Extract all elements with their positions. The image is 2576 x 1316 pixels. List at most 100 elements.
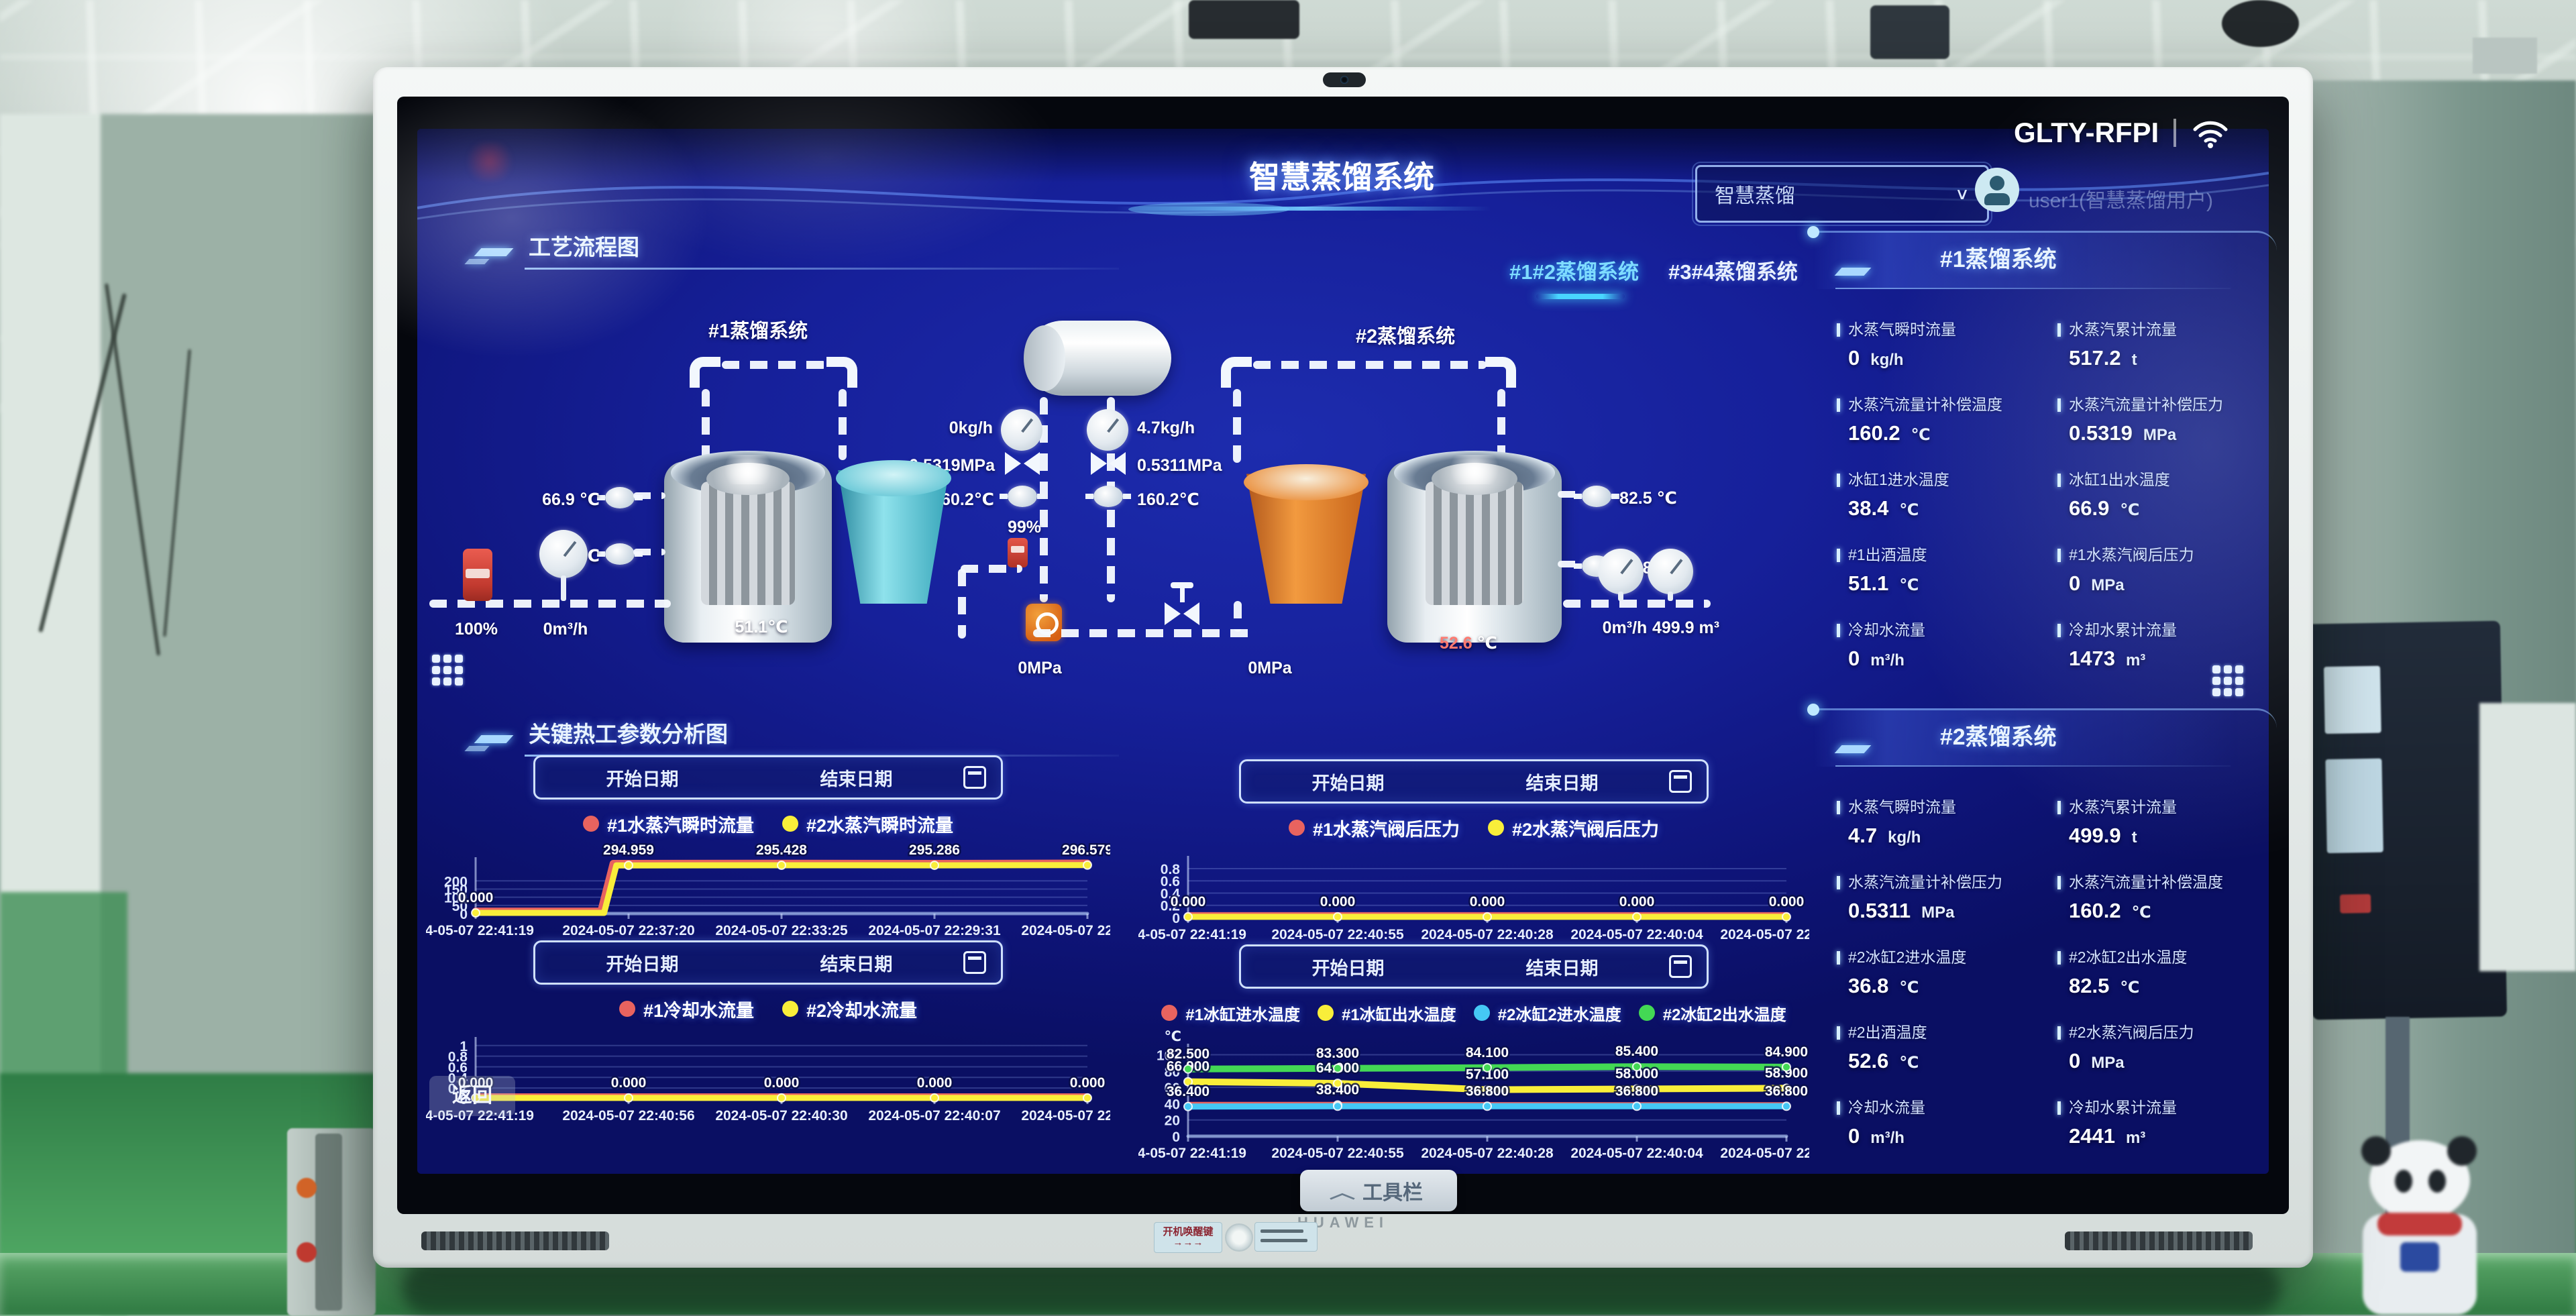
pressure-gauge-icon — [1001, 409, 1042, 451]
device-name: GLTY-RFPI — [2014, 117, 2159, 149]
pipe — [633, 549, 665, 555]
manual-valve-icon — [1161, 582, 1203, 636]
start-date-field[interactable]: 开始日期 — [1241, 769, 1455, 795]
pipe — [1253, 361, 1487, 369]
legend-item[interactable]: #1水蒸汽阀后压力 — [1289, 815, 1460, 841]
pipe — [958, 569, 966, 639]
svg-text:0.8: 0.8 — [1161, 862, 1181, 877]
date-range-picker[interactable]: 开始日期 结束日期 — [533, 755, 1003, 800]
valve-icon — [1005, 452, 1040, 475]
kiosk-display — [2306, 621, 2507, 1020]
legend-item[interactable]: #2冰缸2进水温度 — [1474, 1001, 1621, 1025]
end-date-field[interactable]: 结束日期 — [1455, 769, 1669, 795]
legend-item[interactable]: #2冰缸2出水温度 — [1639, 1001, 1786, 1025]
legend-item[interactable]: #1冰缸进水温度 — [1161, 1001, 1300, 1025]
notch-decoration — [464, 259, 489, 264]
gauge-stem — [1618, 592, 1623, 601]
tab-system-1-2[interactable]: #1#2蒸馏系统 — [1509, 255, 1639, 285]
tab-system-3-4[interactable]: #3#4蒸馏系统 — [1668, 255, 1798, 285]
back-button[interactable]: 返回 — [429, 1076, 515, 1116]
svg-text:2024-05-07 22:33:25: 2024-05-07 22:33:25 — [715, 923, 848, 938]
svg-text:2024-05-07 22:29:31: 2024-05-07 22:29:31 — [868, 923, 1001, 938]
date-range-picker[interactable]: 开始日期 结束日期 — [1239, 759, 1709, 804]
power-fingerprint-button[interactable] — [1225, 1223, 1253, 1252]
svg-text:0.000: 0.000 — [458, 890, 494, 906]
legend-item[interactable]: #1冰缸出水温度 — [1318, 1001, 1456, 1025]
pipe — [702, 389, 710, 461]
start-date-field[interactable]: 开始日期 — [535, 765, 749, 791]
svg-text:36.400: 36.400 — [1167, 1084, 1210, 1099]
start-date-field[interactable]: 开始日期 — [535, 950, 749, 976]
legend-dot-icon — [1474, 1005, 1490, 1021]
toolbar-button[interactable]: ︿ 工具栏 — [1300, 1170, 1457, 1211]
start-date-field[interactable]: 开始日期 — [1241, 954, 1455, 980]
section-title-flow: 工艺流程图 — [464, 224, 1199, 271]
sticker-text-line — [1260, 1239, 1307, 1242]
calendar-icon[interactable] — [963, 766, 986, 789]
camera-module — [1323, 72, 1366, 87]
metric-label: 水蒸气瞬时流量 — [1837, 794, 2039, 817]
tank2-pot-temp: 52.6 ℃ — [1440, 633, 1534, 653]
separator — [2174, 119, 2176, 147]
legend-item[interactable]: #1水蒸汽瞬时流量 — [583, 811, 754, 837]
dot-decoration — [1807, 226, 1819, 238]
feed-percent: 100% — [443, 620, 510, 639]
stand-knob — [297, 1242, 317, 1262]
legend-item[interactable]: #2水蒸汽瞬时流量 — [782, 811, 953, 837]
date-range-picker[interactable]: 开始日期 结束日期 — [533, 940, 1003, 985]
camera-lens-icon — [1340, 76, 1348, 84]
steam2-flow-value: 4.7kg/h — [1137, 419, 1231, 438]
svg-text:2024-05-07 22:39:40: 2024-05-07 22:39:40 — [1720, 927, 1809, 942]
active-tab-underline — [1536, 294, 1625, 299]
svg-text:296.579: 296.579 — [1062, 842, 1110, 858]
svg-text:℃: ℃ — [1165, 1029, 1181, 1044]
calendar-icon[interactable] — [1669, 770, 1692, 793]
mascot-scarf — [2377, 1213, 2462, 1236]
user-label: user1(智慧蒸馏用户) — [2029, 184, 2213, 213]
pipe — [1234, 601, 1242, 632]
mascot-eye — [2428, 1170, 2446, 1193]
end-date-field[interactable]: 结束日期 — [749, 765, 963, 791]
user-avatar[interactable] — [1975, 168, 2019, 212]
svg-text:0.000: 0.000 — [917, 1075, 953, 1091]
legend-item[interactable]: #2冷却水流量 — [782, 996, 917, 1022]
end-date-field[interactable]: 结束日期 — [1455, 954, 1669, 980]
metric-label: 水蒸汽流量计补偿温度 — [2057, 869, 2259, 892]
panel-title: #2蒸馏系统 — [1859, 710, 2137, 764]
svg-text:0.000: 0.000 — [611, 1075, 647, 1091]
pipe — [722, 361, 826, 369]
red-instrument-icon — [1008, 538, 1028, 567]
pipe — [1233, 389, 1241, 463]
svg-text:2024-05-07 22:40:55: 2024-05-07 22:40:55 — [1271, 1146, 1404, 1161]
valve-open-percent: 99% — [994, 518, 1055, 537]
metric-label: 水蒸气瞬时流量 — [1837, 317, 2039, 339]
system-select[interactable]: 智慧蒸馏 ∨ — [1695, 165, 1989, 223]
mascot-badge — [2400, 1242, 2439, 1272]
svg-text:0.000: 0.000 — [1769, 894, 1805, 910]
grid-menu-icon[interactable] — [432, 655, 463, 686]
legend-item[interactable]: #1冷却水流量 — [619, 996, 754, 1022]
calendar-icon[interactable] — [963, 951, 986, 974]
svg-text:2024-05-07 22:40:04: 2024-05-07 22:40:04 — [1570, 1146, 1703, 1161]
svg-text:82.500: 82.500 — [1167, 1046, 1210, 1062]
pipe-elbow — [690, 357, 720, 388]
date-range-picker[interactable]: 开始日期 结束日期 — [1239, 944, 1709, 989]
legend-item[interactable]: #2水蒸汽阀后压力 — [1488, 815, 1659, 841]
cooling-flow-value: 0m³/h — [529, 620, 602, 639]
svg-text:24-05-07 22:41:19: 24-05-07 22:41:19 — [1138, 1146, 1246, 1161]
gauge-stem — [1668, 592, 1673, 601]
calendar-icon[interactable] — [1669, 955, 1692, 978]
notch-decoration — [474, 248, 514, 256]
svg-text:2024-05-07 22:25:32: 2024-05-07 22:25:32 — [1021, 923, 1110, 938]
end-date-field[interactable]: 结束日期 — [749, 950, 963, 976]
